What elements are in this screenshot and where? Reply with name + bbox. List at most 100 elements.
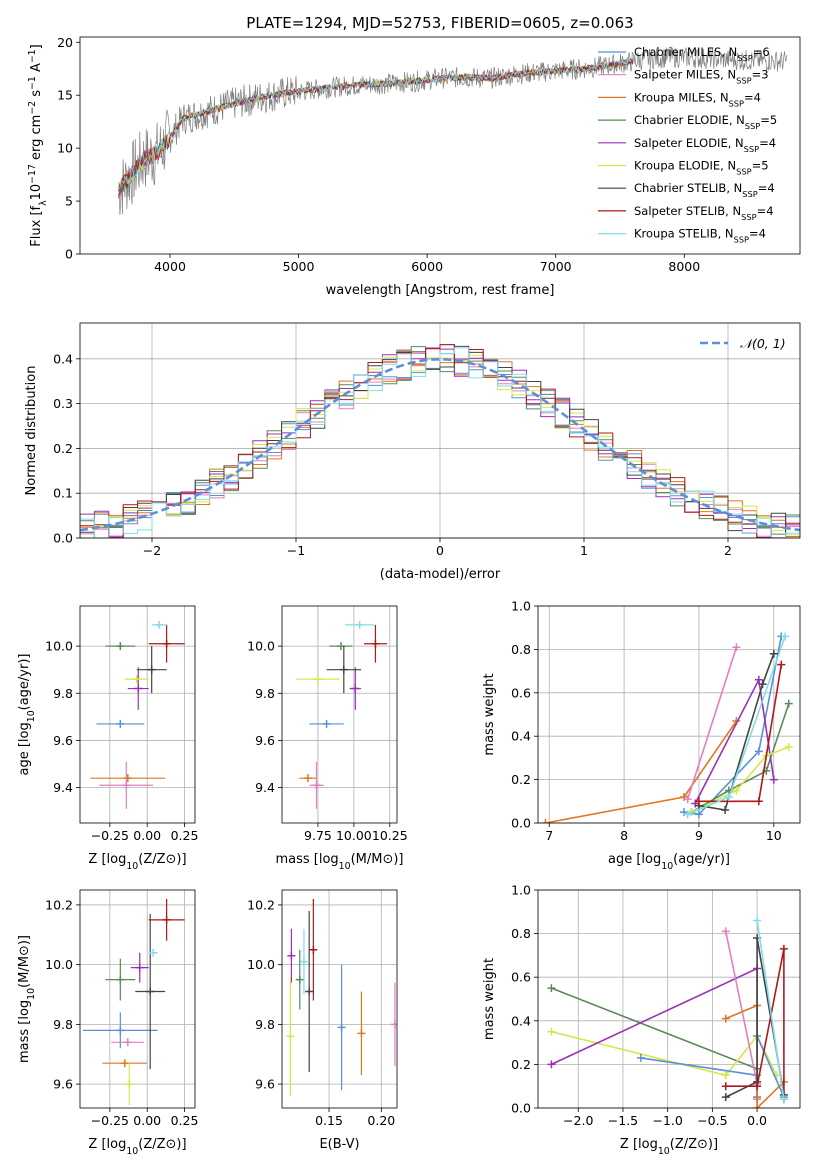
y-tick-label: 9.6 bbox=[255, 1077, 275, 1092]
y-tick-label: 0.4 bbox=[53, 351, 73, 366]
data-point bbox=[309, 945, 318, 954]
mass-vs-ebv-panel: 0.15 0.20 9.6 9.8 10.0 10.2 E(B-V) bbox=[247, 889, 398, 1152]
legend-entry: Kroupa MILES, NSSP=4 bbox=[634, 90, 761, 108]
weight-point bbox=[721, 1014, 730, 1023]
y-tick-label: 9.8 bbox=[255, 1017, 275, 1032]
plot-area bbox=[541, 632, 793, 823]
data-point bbox=[351, 684, 360, 693]
y-axis-label: age [log10(age/yr)] bbox=[17, 654, 37, 776]
model-spectrum-line bbox=[118, 57, 634, 190]
axes-frame bbox=[537, 889, 801, 1109]
weight-point bbox=[721, 1082, 730, 1091]
data-point bbox=[122, 781, 131, 790]
weight-point bbox=[694, 797, 703, 806]
data-point bbox=[357, 1029, 366, 1038]
x-tick-label: −1.0 bbox=[652, 1113, 682, 1128]
data-point bbox=[312, 781, 321, 790]
axes-frame bbox=[79, 322, 801, 539]
weight-point bbox=[721, 805, 730, 814]
weight-point bbox=[547, 1060, 556, 1069]
weight-point bbox=[636, 1053, 645, 1062]
x-axis-label: Z [log10(Z/Z⊙)] bbox=[88, 1137, 186, 1157]
plot-area bbox=[80, 344, 800, 538]
model-spectrum-line bbox=[118, 59, 634, 193]
x-tick-label: 1 bbox=[580, 543, 588, 558]
weight-point bbox=[541, 819, 550, 823]
weight-point bbox=[779, 1095, 788, 1104]
x-tick-label: −0.5 bbox=[697, 1113, 727, 1128]
y-tick-label: 0.2 bbox=[53, 441, 73, 456]
y-tick-label: 10.0 bbox=[247, 957, 275, 972]
data-point bbox=[116, 1026, 125, 1035]
data-point bbox=[147, 665, 156, 674]
data-point bbox=[295, 975, 304, 984]
data-point bbox=[339, 665, 348, 674]
x-tick-label: 2 bbox=[724, 543, 732, 558]
y-tick-label: 10.0 bbox=[247, 639, 275, 654]
plot-area bbox=[547, 916, 788, 1108]
x-tick-label: −0.25 bbox=[91, 828, 129, 843]
x-tick-label: 4000 bbox=[154, 259, 186, 274]
residuals-panel: −2 −1 0 1 2 0.0 0.1 0.2 0.3 0.4 (data-model)/error… bbox=[24, 322, 801, 582]
x-axis-label: (data-model)/error bbox=[380, 567, 501, 582]
x-tick-label: 0.00 bbox=[133, 828, 161, 843]
y-tick-label: 9.8 bbox=[255, 686, 275, 701]
plot-area bbox=[286, 898, 397, 1097]
x-tick-label: 0.00 bbox=[133, 1113, 161, 1128]
x-axis-label: wavelength [Angstrom, rest frame] bbox=[326, 283, 555, 298]
age-vs-metallicity-panel: −0.25 0.00 0.25 9.4 9.6 9.8 10.0 Z [log10(Z/Z⊙)… bbox=[17, 605, 199, 872]
y-axis-label: mass weight bbox=[482, 958, 497, 1040]
x-tick-label: 5000 bbox=[283, 259, 315, 274]
y-axis-label: mass [log10(M/M⊙)] bbox=[17, 935, 37, 1063]
y-tick-label: 10 bbox=[57, 141, 73, 156]
y-tick-label: 9.4 bbox=[53, 780, 73, 795]
weight-line bbox=[756, 920, 785, 1100]
data-point bbox=[299, 957, 308, 966]
plot-area bbox=[82, 898, 185, 1106]
weight-line bbox=[551, 987, 758, 1098]
y-tick-label: 9.6 bbox=[255, 733, 275, 748]
weight-point bbox=[758, 680, 767, 689]
weight-vs-age-panel: 7 8 9 10 0.0 0.2 0.4 0.6 0.8 1.0 age [log10(age/yr… bbox=[482, 599, 801, 872]
x-tick-label: 10.25 bbox=[372, 828, 408, 843]
y-tick-label: 9.8 bbox=[53, 1017, 73, 1032]
y-tick-label: 0.2 bbox=[511, 772, 531, 787]
weight-point bbox=[721, 1071, 730, 1080]
x-axis-label: Z [log10(Z/Z⊙)] bbox=[88, 852, 186, 872]
weight-point bbox=[683, 810, 692, 819]
model-spectrum-line bbox=[118, 58, 634, 196]
data-point bbox=[125, 1080, 134, 1089]
data-point bbox=[123, 1038, 132, 1047]
weight-point bbox=[721, 927, 730, 936]
data-point bbox=[303, 774, 312, 783]
legend-entry: Salpeter ELODIE, NSSP=4 bbox=[634, 136, 776, 154]
data-point bbox=[337, 1023, 346, 1032]
x-tick-label: 8 bbox=[620, 828, 628, 843]
y-tick-label: 10.0 bbox=[45, 639, 73, 654]
y-tick-label: 0.3 bbox=[53, 396, 73, 411]
x-tick-label: 8000 bbox=[668, 259, 700, 274]
x-tick-label: −0.25 bbox=[91, 1113, 129, 1128]
x-tick-label: −2 bbox=[143, 543, 161, 558]
axes-frame bbox=[79, 605, 196, 824]
weight-point bbox=[683, 795, 692, 804]
x-tick-label: 9.75 bbox=[304, 828, 332, 843]
weight-point bbox=[753, 916, 762, 925]
x-tick-label: −1 bbox=[287, 543, 305, 558]
weight-point bbox=[694, 810, 703, 819]
x-tick-label: 0.25 bbox=[171, 1113, 199, 1128]
x-tick-label: 0.25 bbox=[171, 828, 199, 843]
data-point bbox=[123, 774, 132, 783]
y-tick-label: 0.1 bbox=[53, 486, 73, 501]
x-axis-label: Z [log10(Z/Z⊙)] bbox=[620, 1137, 718, 1157]
legend-entry: Salpeter STELIB, NSSP=4 bbox=[634, 204, 774, 222]
data-point bbox=[134, 684, 143, 693]
x-axis-label: mass [log10(M/M⊙)] bbox=[275, 852, 403, 872]
y-tick-label: 0.6 bbox=[511, 970, 531, 985]
weight-vs-metallicity-panel: −2.0 −1.5 −1.0 −0.5 0.0 0.0 0.2 0.4 0.6 0.8 1.0 Z [… bbox=[482, 883, 801, 1157]
x-tick-label: 10.00 bbox=[336, 828, 372, 843]
weight-point bbox=[721, 1093, 730, 1102]
y-tick-label: 0.0 bbox=[511, 816, 531, 831]
legend-entry: Chabrier ELODIE, NSSP=5 bbox=[634, 113, 777, 131]
